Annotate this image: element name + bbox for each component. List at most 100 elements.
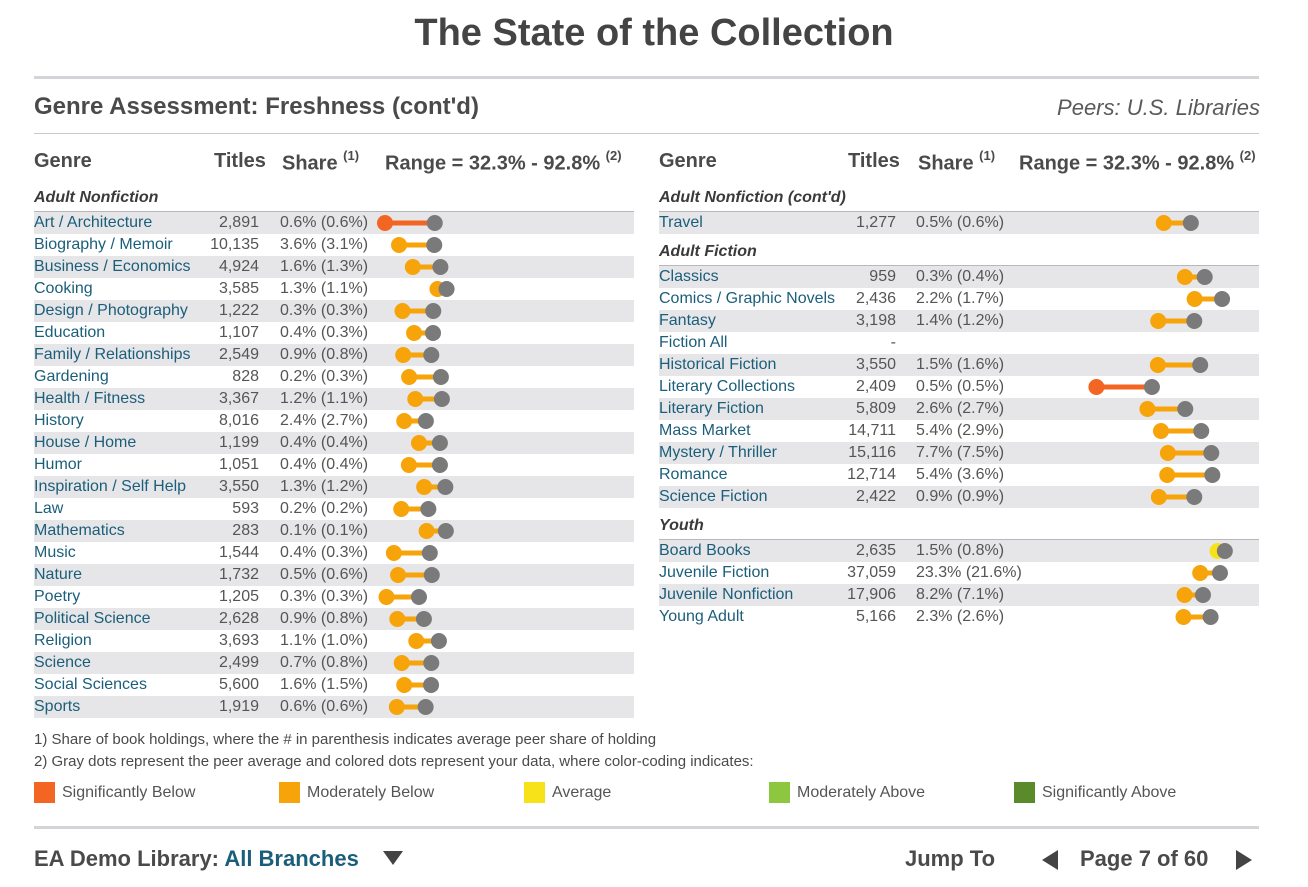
titles-value: 1,222 — [218, 302, 259, 319]
share-value: 7.7% (7.5%) — [916, 444, 1005, 461]
peer-average-dot — [1216, 543, 1233, 559]
titles-value: 1,732 — [218, 566, 259, 583]
range-header-label: Range = 32.3% - 92.8% — [1019, 152, 1235, 175]
titles-value: 593 — [232, 500, 259, 517]
your-value-dot — [378, 589, 395, 605]
table-row: Gardening 828 0.2% (0.3%) — [34, 366, 634, 388]
titles-value: 3,367 — [218, 390, 259, 407]
peer-average-dot — [437, 523, 454, 539]
genre-link[interactable]: Mystery / Thriller — [659, 444, 777, 461]
genre-link[interactable]: Sports — [34, 698, 81, 715]
genre-link[interactable]: Comics / Graphic Novels — [659, 290, 836, 307]
table-row: Science 2,499 0.7% (0.8%) — [34, 652, 634, 674]
jump-to-button[interactable]: Jump To — [905, 846, 996, 871]
group-divider — [659, 265, 1259, 266]
genre-link[interactable]: History — [34, 412, 84, 429]
genre-link[interactable]: Business / Economics — [34, 258, 191, 275]
genre-link[interactable]: Literary Fiction — [659, 400, 764, 417]
genre-link[interactable]: Fiction All — [659, 334, 728, 351]
legend-swatch — [34, 782, 55, 803]
library-selector[interactable]: EA Demo Library: All Branches — [34, 846, 403, 872]
titles-value: 2,436 — [855, 290, 896, 307]
genre-header: Genre — [34, 150, 92, 172]
share-value: 2.4% (2.7%) — [280, 412, 369, 429]
genre-link[interactable]: Health / Fitness — [34, 390, 146, 407]
share-header: Share (1) — [282, 148, 359, 176]
genre-link[interactable]: Mass Market — [659, 422, 751, 439]
your-value-dot — [1176, 587, 1193, 603]
share-value: 1.5% (1.6%) — [916, 356, 1005, 373]
your-value-dot — [395, 347, 412, 363]
caret-down-icon[interactable] — [382, 851, 403, 866]
share-value: 0.4% (0.3%) — [280, 544, 369, 561]
genre-link[interactable]: Political Science — [34, 610, 151, 627]
group-heading: Youth — [659, 517, 704, 534]
genre-link[interactable]: Fantasy — [659, 312, 716, 329]
legend-label: Moderately Below — [307, 784, 435, 801]
genre-link[interactable]: Young Adult — [659, 608, 744, 625]
legend-label: Significantly Below — [62, 784, 196, 801]
titles-value: 3,550 — [855, 356, 896, 373]
genre-link[interactable]: Juvenile Fiction — [659, 564, 770, 581]
dumbbell-mark — [407, 391, 450, 407]
dumbbell-mark — [1176, 587, 1211, 603]
titles-value: 1,205 — [218, 588, 259, 605]
dumbbell-mark — [1088, 379, 1160, 395]
genre-link[interactable]: Nature — [34, 566, 83, 583]
genre-link[interactable]: Social Sciences — [34, 676, 147, 693]
share-value: 0.9% (0.9%) — [916, 488, 1005, 505]
genre-link[interactable]: Law — [34, 500, 64, 517]
prev-page-icon[interactable] — [1042, 850, 1058, 870]
peer-average-dot — [1186, 313, 1203, 329]
titles-value: 1,544 — [218, 544, 259, 561]
group-heading: Adult Fiction — [659, 243, 757, 260]
genre-link[interactable]: Poetry — [34, 588, 81, 605]
genre-link[interactable]: Gardening — [34, 368, 109, 385]
table-row: Biography / Memoir 10,135 3.6% (3.1%) — [34, 234, 634, 256]
legend-swatch — [279, 782, 300, 803]
peer-average-dot — [423, 347, 440, 363]
share-value: 1.6% (1.5%) — [280, 676, 369, 693]
genre-link[interactable]: Religion — [34, 632, 92, 649]
genre-link[interactable]: Science — [34, 654, 91, 671]
genre-link[interactable]: Biography / Memoir — [34, 236, 173, 253]
table-row: Romance 12,714 5.4% (3.6%) — [659, 464, 1259, 486]
share-header-label: Share — [918, 152, 974, 175]
dumbbell-mark — [393, 655, 440, 671]
genre-link[interactable]: Mathematics — [34, 522, 125, 539]
range-header: Range = 32.3% - 92.8% (2) — [385, 148, 622, 176]
share-value: 0.6% (0.6%) — [280, 698, 369, 715]
genre-link[interactable]: Cooking — [34, 280, 93, 297]
footer-divider — [34, 826, 1259, 829]
genre-link[interactable]: Romance — [659, 466, 728, 483]
next-page-icon[interactable] — [1236, 850, 1252, 870]
dumbbell-mark — [396, 677, 440, 693]
titles-header: Titles — [214, 150, 266, 172]
your-value-dot — [416, 479, 433, 495]
genre-link[interactable]: Family / Relationships — [34, 346, 191, 363]
genre-link[interactable]: Science Fiction — [659, 488, 768, 505]
genre-link[interactable]: Literary Collections — [659, 378, 796, 395]
genre-link[interactable]: House / Home — [34, 434, 137, 451]
genre-link[interactable]: Inspiration / Self Help — [34, 478, 187, 495]
genre-link[interactable]: Music — [34, 544, 76, 561]
section-title: Genre Assessment: Freshness (cont'd) — [34, 93, 479, 120]
table-row: Mass Market 14,711 5.4% (2.9%) — [659, 420, 1259, 442]
dumbbell-mark — [390, 567, 440, 583]
genre-link[interactable]: Design / Photography — [34, 302, 188, 319]
titles-value: 1,051 — [218, 456, 259, 473]
genre-link[interactable]: Education — [34, 324, 106, 341]
genre-link[interactable]: Classics — [659, 268, 719, 285]
genre-link[interactable]: Travel — [659, 214, 703, 231]
peer-average-dot — [1193, 423, 1210, 439]
genre-link[interactable]: Historical Fiction — [659, 356, 777, 373]
genre-link[interactable]: Juvenile Nonfiction — [659, 586, 794, 603]
group-heading: Adult Nonfiction — [34, 189, 159, 206]
genre-link[interactable]: Humor — [34, 456, 83, 473]
table-row: Political Science 2,628 0.9% (0.8%) — [34, 608, 634, 630]
genre-link[interactable]: Board Books — [659, 542, 751, 559]
genre-link[interactable]: Art / Architecture — [34, 214, 153, 231]
share-value: 1.4% (1.2%) — [916, 312, 1005, 329]
dumbbell-mark — [408, 633, 447, 649]
title-divider — [34, 76, 1259, 79]
